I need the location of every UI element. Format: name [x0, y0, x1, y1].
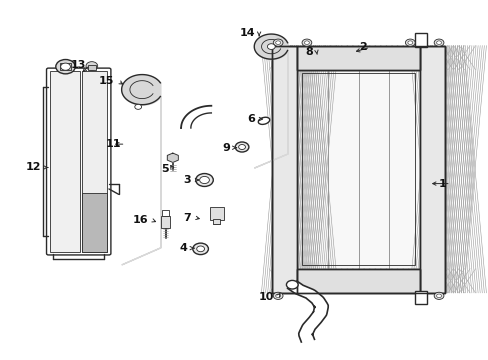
Polygon shape [167, 153, 178, 162]
Text: 16: 16 [132, 215, 148, 225]
FancyBboxPatch shape [46, 68, 111, 255]
Bar [297, 45, 419, 70]
Circle shape [195, 174, 213, 186]
Bar [213, 220, 220, 224]
Circle shape [135, 104, 142, 109]
Circle shape [196, 246, 204, 252]
Bar [160, 216, 170, 228]
Text: 5: 5 [161, 164, 168, 174]
Text: 2: 2 [358, 42, 366, 52]
Bar [414, 291, 427, 304]
Circle shape [407, 41, 412, 44]
Text: 14: 14 [239, 28, 255, 38]
Text: 12: 12 [25, 162, 41, 172]
Bar [210, 207, 224, 220]
Bar [81, 71, 107, 252]
Circle shape [405, 39, 414, 46]
Bar [271, 45, 445, 293]
Text: 8: 8 [305, 46, 312, 57]
Bar [60, 63, 71, 69]
Circle shape [275, 294, 280, 298]
Circle shape [235, 142, 248, 152]
Text: 6: 6 [246, 114, 254, 124]
Bar [88, 65, 96, 69]
Circle shape [86, 62, 98, 70]
Ellipse shape [258, 117, 269, 125]
Text: 1: 1 [438, 179, 446, 189]
Circle shape [275, 41, 280, 44]
Circle shape [436, 294, 441, 298]
Text: 10: 10 [258, 292, 273, 302]
Bar [271, 45, 297, 293]
Circle shape [267, 44, 275, 49]
Circle shape [199, 176, 209, 184]
Circle shape [273, 292, 283, 300]
Bar [414, 33, 427, 47]
Circle shape [433, 39, 443, 46]
Polygon shape [287, 281, 327, 342]
Text: 9: 9 [222, 143, 229, 153]
Bar [297, 269, 419, 293]
Bar [419, 45, 445, 293]
Bar [419, 45, 445, 293]
Text: 15: 15 [99, 76, 114, 86]
Circle shape [273, 39, 283, 46]
Circle shape [238, 144, 245, 149]
Circle shape [436, 41, 441, 44]
Text: 7: 7 [183, 213, 190, 222]
Bar [81, 193, 107, 252]
Circle shape [61, 63, 70, 70]
Bar [297, 45, 419, 70]
Bar [297, 70, 419, 269]
Text: 3: 3 [183, 175, 190, 185]
Bar [297, 269, 419, 293]
Circle shape [286, 280, 298, 289]
Text: 4: 4 [179, 243, 187, 253]
Circle shape [302, 39, 311, 46]
Circle shape [433, 292, 443, 300]
Circle shape [56, 59, 75, 74]
Circle shape [192, 243, 208, 255]
Bar [162, 210, 168, 216]
Bar [302, 73, 414, 265]
Bar [271, 45, 297, 293]
Text: 11: 11 [106, 139, 122, 149]
Circle shape [304, 41, 309, 44]
Bar [50, 71, 80, 252]
Text: 13: 13 [70, 60, 86, 70]
